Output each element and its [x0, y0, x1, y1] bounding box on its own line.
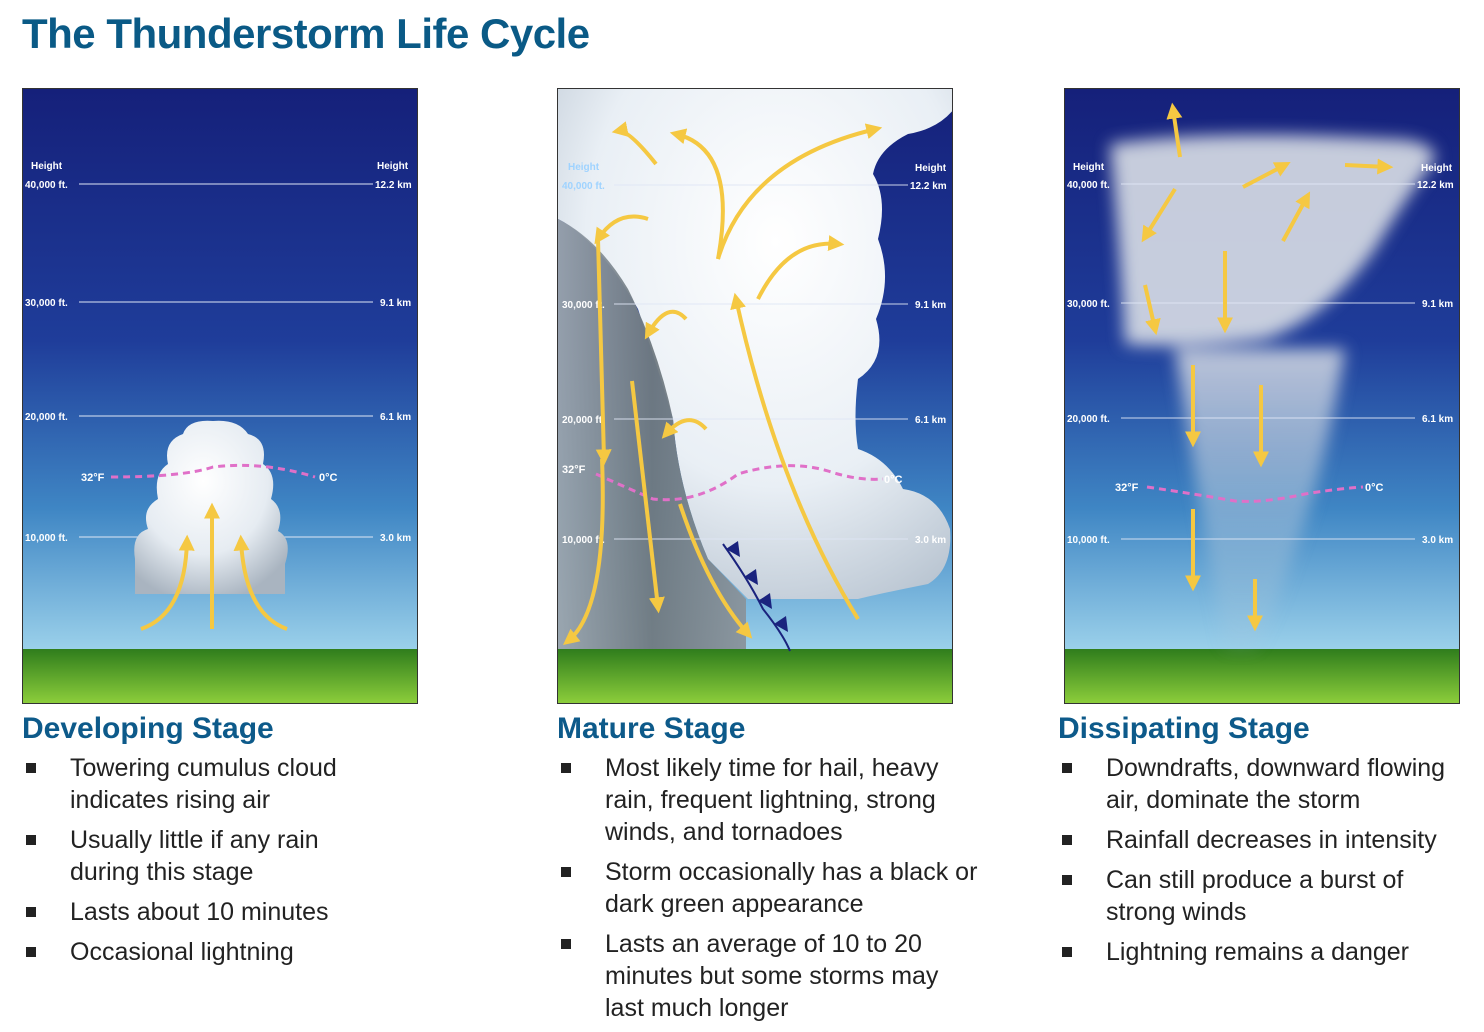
level-right-6-1: 6.1 km — [1422, 414, 1453, 425]
dissipating-stage-bullets: Downdrafts, downward flowing air, domina… — [1058, 752, 1478, 976]
dissipating-cloud — [1110, 135, 1435, 649]
list-item: Can still produce a burst of strong wind… — [1058, 864, 1436, 928]
freeze-label-c: 0°C — [884, 474, 903, 486]
list-item: Occasional lightning — [22, 936, 442, 968]
freeze-label-c: 0°C — [1365, 482, 1384, 494]
developing-stage-diagram: Height Height 40,000 ft. 30,000 ft. 20,0… — [22, 88, 418, 704]
height-label-right: Height — [377, 161, 409, 172]
level-right-3-0: 3.0 km — [915, 535, 946, 546]
list-item: Towering cumulus cloud indicates rising … — [22, 752, 360, 816]
level-right-9-1: 9.1 km — [380, 298, 411, 309]
level-right-3-0: 3.0 km — [380, 533, 411, 544]
level-right-6-1: 6.1 km — [380, 412, 411, 423]
height-label-right: Height — [915, 163, 947, 174]
dissipating-stage-heading: Dissipating Stage — [1058, 712, 1310, 745]
level-left-30000: 30,000 ft. — [562, 300, 605, 311]
level-right-9-1: 9.1 km — [1422, 299, 1453, 310]
level-left-10000: 10,000 ft. — [1067, 535, 1110, 546]
height-label-left: Height — [1073, 162, 1105, 173]
level-left-30000: 30,000 ft. — [25, 298, 68, 309]
level-left-10000: 10,000 ft. — [562, 535, 605, 546]
mature-stage-diagram: Height Height 40,000 ft. 30,000 ft. 20,0… — [557, 88, 953, 704]
cumulonimbus-cloud — [558, 89, 952, 599]
level-left-30000: 30,000 ft. — [1067, 299, 1110, 310]
level-right-12-2: 12.2 km — [910, 181, 947, 192]
level-left-40000: 40,000 ft. — [1067, 180, 1110, 191]
level-right-3-0: 3.0 km — [1422, 535, 1453, 546]
level-left-10000: 10,000 ft. — [25, 533, 68, 544]
list-item: Most likely time for hail, heavy rain, f… — [557, 752, 970, 848]
list-item: Rainfall decreases in intensity — [1058, 824, 1478, 856]
level-left-20000: 20,000 ft. — [25, 412, 68, 423]
height-label-right: Height — [1421, 163, 1453, 174]
developing-stage-heading: Developing Stage — [22, 712, 274, 745]
level-left-20000: 20,000 ft. — [1067, 414, 1110, 425]
freeze-label-f: 32°F — [562, 464, 586, 476]
freeze-label-f: 32°F — [81, 472, 105, 484]
list-item: Storm occasionally has a black or dark g… — [557, 856, 980, 920]
level-right-12-2: 12.2 km — [375, 180, 412, 191]
list-item: Downdrafts, downward flowing air, domina… — [1058, 752, 1476, 816]
height-label-left: Height — [31, 161, 63, 172]
page-title: The Thunderstorm Life Cycle — [22, 10, 590, 57]
level-right-9-1: 9.1 km — [915, 300, 946, 311]
rain-shaft — [558, 219, 746, 649]
level-left-20000: 20,000 ft. — [562, 415, 605, 426]
height-label-left: Height — [568, 162, 600, 173]
level-right-6-1: 6.1 km — [915, 415, 946, 426]
list-item: Lightning remains a danger — [1058, 936, 1478, 968]
list-item: Lasts about 10 minutes — [22, 896, 442, 928]
gust-front — [722, 541, 791, 652]
freeze-label-c: 0°C — [319, 472, 338, 484]
level-left-40000: 40,000 ft. — [25, 180, 68, 191]
level-right-12-2: 12.2 km — [1417, 180, 1454, 191]
level-left-40000: 40,000 ft. — [562, 181, 605, 192]
list-item: Lasts an average of 10 to 20 minutes but… — [557, 928, 950, 1024]
developing-stage-bullets: Towering cumulus cloud indicates rising … — [22, 752, 442, 976]
mature-stage-bullets: Most likely time for hail, heavy rain, f… — [557, 752, 977, 1032]
list-item: Usually little if any rain during this s… — [22, 824, 360, 888]
freeze-label-f: 32°F — [1115, 482, 1139, 494]
mature-stage-heading: Mature Stage — [557, 712, 746, 745]
dissipating-stage-diagram: Height Height 40,000 ft. 30,000 ft. 20,0… — [1064, 88, 1460, 704]
